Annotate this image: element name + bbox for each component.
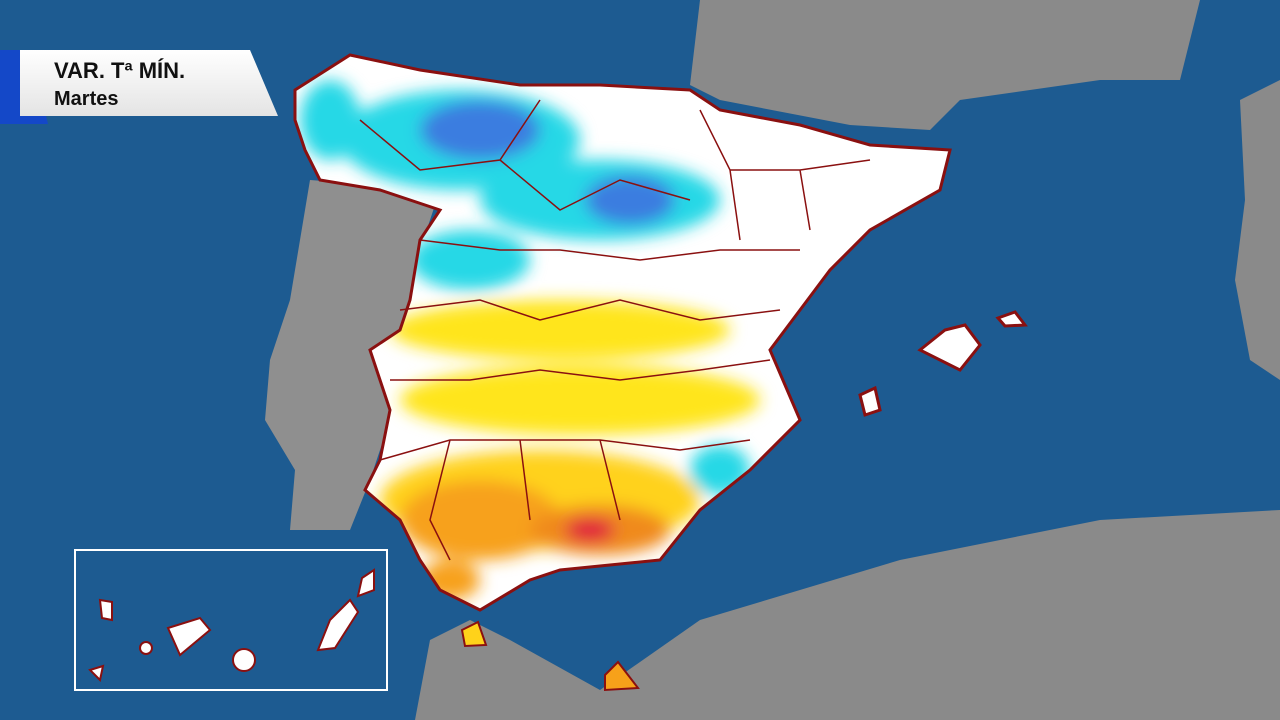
ibiza: [858, 385, 882, 417]
portugal: [265, 180, 440, 530]
title-panel: VAR. Tª MÍN. Martes: [0, 50, 280, 124]
sardinia: [1235, 80, 1280, 380]
province-borders: [359, 99, 871, 561]
canary-inset: [74, 549, 388, 691]
title: VAR. Tª MÍN.: [54, 58, 186, 83]
melilla: [604, 660, 640, 692]
title-background: [20, 50, 278, 116]
canary-islands: [88, 568, 375, 683]
france: [690, 0, 1200, 130]
africa: [415, 510, 1280, 720]
menorca: [995, 310, 1028, 328]
subtitle: Martes: [54, 88, 119, 110]
ceuta: [460, 620, 488, 648]
mallorca: [917, 323, 982, 372]
